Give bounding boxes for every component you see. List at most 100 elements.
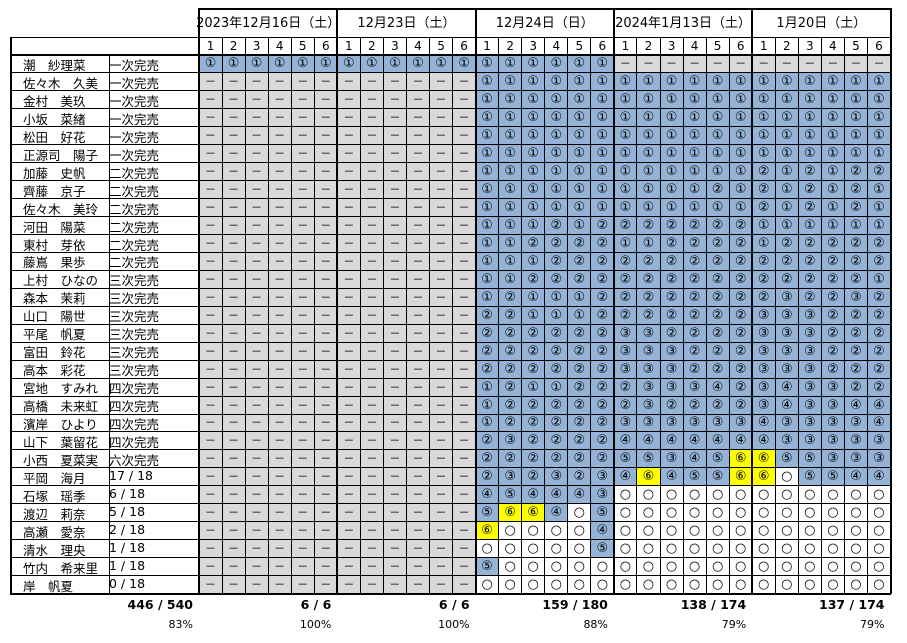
total-count: 446 / 540 [127, 596, 193, 612]
slot-cell: ○ [660, 485, 684, 504]
slot-cell: ○ [752, 521, 776, 540]
slot-cell: － [268, 575, 292, 594]
slot-cell: － [337, 467, 361, 486]
slot-cell: ① [683, 126, 707, 145]
slot-cell: ③ [752, 378, 776, 397]
slot-cell: ② [821, 342, 845, 361]
slot-cell: － [337, 216, 361, 235]
slot-cell: ① [544, 90, 568, 109]
slot-cell: ① [821, 162, 845, 181]
member-name: 小坂 菜緒 [23, 111, 86, 127]
slot-cell: ① [636, 234, 660, 253]
slot-cell: ① [636, 126, 660, 145]
sales-status: 四次完売 [109, 417, 160, 432]
slot-cell: － [245, 503, 269, 522]
total-count: 138 / 174 [680, 596, 747, 612]
column-line [359, 37, 361, 594]
slot-cell: ② [590, 288, 614, 307]
slot-cell: ③ [798, 324, 822, 343]
slot-cell: ② [821, 306, 845, 325]
slot-cell: － [245, 72, 269, 91]
slot-cell: ① [660, 90, 684, 109]
slot-cell: ② [683, 324, 707, 343]
slot-cell: ① [613, 180, 637, 199]
slot-cell: ① [798, 216, 822, 235]
slot-cell: － [383, 342, 407, 361]
slot-cell: － [291, 90, 315, 109]
slot-cell: － [222, 144, 246, 163]
slot-cell: － [291, 216, 315, 235]
slot-cell: － [452, 90, 476, 109]
slot-cell: ② [683, 342, 707, 361]
slot-cell: ○ [821, 539, 845, 558]
slot-cell: － [452, 378, 476, 397]
slot-cell: ② [683, 360, 707, 379]
member-name: 岸 帆夏 [23, 578, 74, 594]
slot-cell: ① [844, 126, 868, 145]
slot-cell: － [337, 485, 361, 504]
slot-cell: － [245, 270, 269, 289]
slot-cell: ② [821, 252, 845, 271]
slot-cell: － [222, 270, 246, 289]
slot-cell: － [452, 216, 476, 235]
slot-cell: ② [798, 198, 822, 217]
slot-cell: － [452, 324, 476, 343]
slot-cell: ② [729, 252, 753, 271]
slot-cell: ① [660, 108, 684, 127]
slot-cell: ○ [590, 557, 614, 576]
slot-cell: ① [475, 270, 499, 289]
slot-cell: ① [775, 72, 799, 91]
slot-cell: ⑥ [521, 503, 545, 522]
slot-cell: ③ [660, 449, 684, 468]
slot-cell: ④ [636, 431, 660, 450]
slot-cell: ○ [798, 539, 822, 558]
slot-cell: － [245, 252, 269, 271]
slot-cell: ① [636, 144, 660, 163]
slot-cell: － [360, 288, 384, 307]
slot-cell: ① [775, 180, 799, 199]
part-number: 4 [275, 39, 284, 53]
slot-cell: ① [498, 126, 522, 145]
slot-cell: － [429, 378, 453, 397]
slot-cell: ① [798, 108, 822, 127]
slot-cell: － [337, 126, 361, 145]
slot-cell: － [314, 449, 338, 468]
event-date: 1月20日（土） [776, 15, 867, 31]
slot-cell: － [268, 126, 292, 145]
slot-cell: ① [521, 126, 545, 145]
total-count: 6 / 6 [438, 596, 470, 612]
slot-cell: － [268, 342, 292, 361]
slot-cell: ⑤ [821, 467, 845, 486]
part-number: 3 [391, 39, 399, 53]
slot-cell: ② [706, 324, 730, 343]
slot-cell: ○ [867, 485, 891, 504]
slot-cell: － [383, 270, 407, 289]
slot-cell: ③ [821, 396, 845, 414]
event-date: 2023年12月16日（土） [196, 15, 341, 31]
slot-cell: ④ [683, 449, 707, 468]
slot-cell: ⑥ [636, 467, 660, 486]
slot-cell: － [222, 449, 246, 468]
slot-cell: ② [613, 252, 637, 271]
slot-cell: － [199, 198, 223, 217]
slot-cell: ○ [683, 503, 707, 522]
slot-cell: － [337, 270, 361, 289]
slot-cell: ① [498, 252, 522, 271]
slot-cell: ② [867, 162, 891, 181]
slot-cell: ② [775, 270, 799, 289]
part-number: 2 [368, 39, 376, 53]
slot-cell: ○ [567, 503, 591, 522]
slot-cell: － [452, 342, 476, 361]
row-line [11, 234, 891, 235]
slot-cell: － [199, 180, 223, 199]
slot-cell: ② [544, 270, 568, 289]
slot-cell: － [222, 198, 246, 217]
slot-cell: ① [567, 55, 591, 73]
row-line [11, 180, 891, 182]
slot-cell: － [268, 557, 292, 576]
slot-cell: ① [821, 90, 845, 109]
slot-cell: ○ [683, 485, 707, 504]
slot-cell: － [337, 414, 361, 432]
slot-cell: － [360, 162, 384, 181]
slot-cell: ○ [821, 557, 845, 576]
